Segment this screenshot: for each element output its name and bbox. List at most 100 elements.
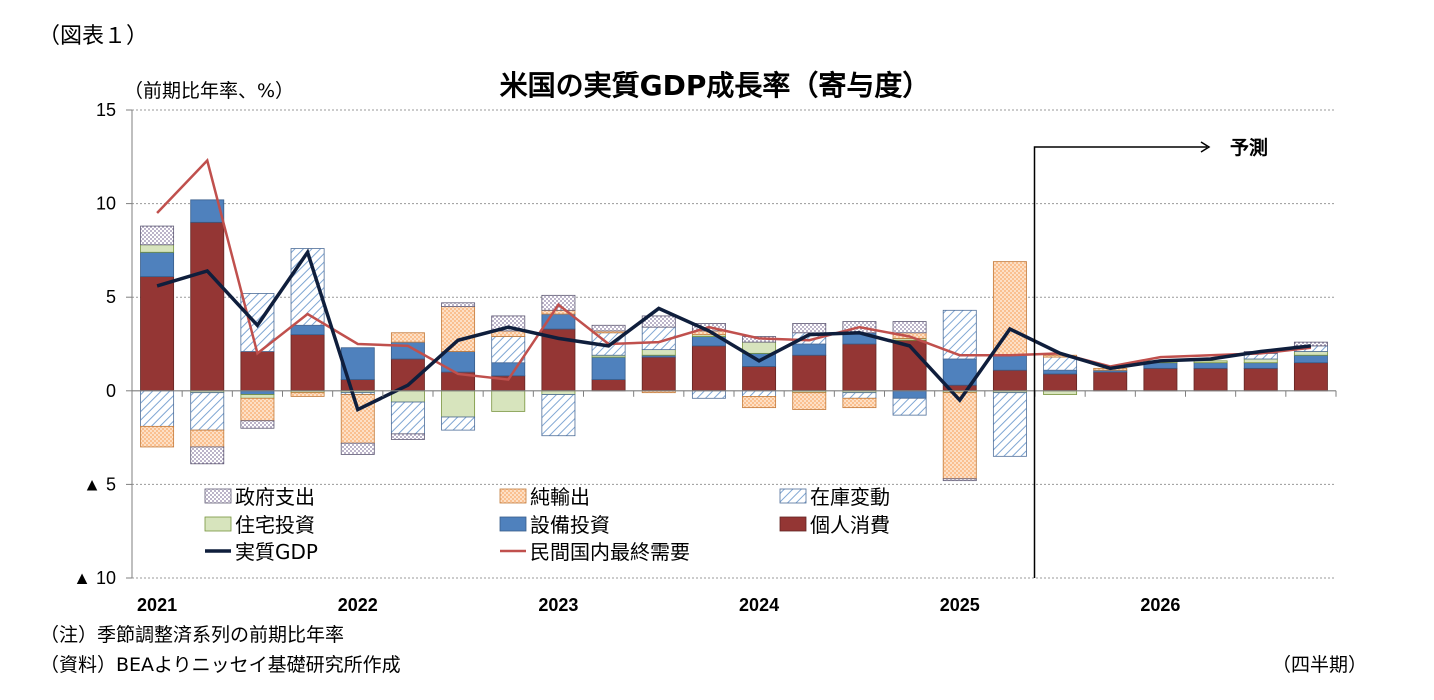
y-axis-unit-label: （前期比年率、%） bbox=[124, 80, 295, 102]
x-tick-label: 2021 bbox=[137, 595, 177, 615]
bar-segment bbox=[992, 354, 1027, 371]
y-tick-label: 15 bbox=[96, 100, 116, 120]
bar-segment bbox=[591, 356, 626, 380]
bar-segment bbox=[892, 397, 927, 416]
legend-label: 住宅投資 bbox=[235, 513, 315, 537]
bar-segment bbox=[541, 294, 576, 311]
y-tick-label: 10 bbox=[96, 194, 116, 214]
legend-item: 住宅投資 bbox=[204, 513, 315, 537]
legend-item: 実質GDP bbox=[205, 540, 318, 564]
bar-segment bbox=[892, 390, 927, 399]
bar-segment bbox=[792, 323, 827, 334]
legend-swatch bbox=[204, 488, 232, 504]
bar-stack bbox=[541, 294, 576, 437]
bar-segment bbox=[190, 446, 225, 465]
x-tick-label: 2024 bbox=[739, 595, 779, 615]
bar-segment bbox=[390, 401, 425, 435]
chart-title-text: 米国の実質GDP成長率（寄与度） bbox=[499, 69, 931, 102]
bar-segment bbox=[240, 351, 275, 392]
legend-item: 個人消費 bbox=[779, 513, 890, 537]
bar-stack bbox=[1243, 351, 1278, 392]
bar-stack bbox=[942, 309, 977, 482]
bar-segment bbox=[491, 336, 526, 364]
x-tick-label: 2026 bbox=[1140, 595, 1180, 615]
legend-item: 設備投資 bbox=[499, 513, 610, 537]
bar-segment bbox=[792, 354, 827, 392]
legend-label: 実質GDP bbox=[235, 540, 318, 564]
bar-segment bbox=[1193, 360, 1228, 364]
bar-segment bbox=[1093, 371, 1128, 392]
bar-segment bbox=[441, 390, 476, 418]
legend-item: 民間国内最終需要 bbox=[500, 540, 690, 564]
y-tick-label: ▲ 5 bbox=[83, 474, 116, 494]
x-tick-label: 2025 bbox=[940, 595, 980, 615]
bar-segment bbox=[140, 276, 175, 392]
bar-segment bbox=[140, 251, 175, 278]
bar-segment bbox=[1243, 367, 1278, 392]
bar-segment bbox=[340, 394, 375, 444]
bar-stack bbox=[1193, 360, 1228, 392]
bar-stack bbox=[742, 336, 777, 409]
bar-stack bbox=[441, 302, 476, 431]
bar-segment bbox=[1293, 354, 1328, 364]
forecast-arrow-icon bbox=[1200, 141, 1211, 153]
legend-label: 純輸出 bbox=[530, 485, 590, 509]
bar-segment bbox=[842, 343, 877, 392]
bar-segment bbox=[190, 199, 225, 223]
line-series bbox=[156, 158, 1312, 412]
bar-segment bbox=[1243, 358, 1278, 364]
bar-segment bbox=[1293, 351, 1328, 356]
legend-item: 純輸出 bbox=[499, 485, 590, 509]
x-tick-label: 2022 bbox=[338, 595, 378, 615]
bar-stacks bbox=[140, 199, 1328, 482]
bar-segment bbox=[1043, 373, 1078, 392]
bar-segment bbox=[390, 332, 425, 343]
y-tick-label: ▲ 10 bbox=[73, 568, 116, 588]
bar-stack bbox=[1093, 367, 1128, 392]
bar-segment bbox=[691, 390, 726, 399]
bar-segment bbox=[942, 392, 977, 480]
y-tick-label: 5 bbox=[106, 287, 116, 307]
bar-segment bbox=[842, 397, 877, 409]
bar-segment bbox=[992, 261, 1027, 356]
bar-segment bbox=[641, 356, 676, 392]
bar-segment bbox=[1193, 367, 1228, 392]
bar-segment bbox=[1043, 356, 1078, 371]
bar-segment bbox=[691, 345, 726, 392]
forecast-divider bbox=[1033, 146, 1207, 578]
bar-segment bbox=[190, 221, 225, 392]
bar-segment bbox=[641, 349, 676, 356]
bar-segment bbox=[240, 397, 275, 422]
forecast-marker: 予測 bbox=[1033, 136, 1268, 578]
bar-segment bbox=[1193, 362, 1228, 369]
bar-segment bbox=[240, 420, 275, 429]
bar-segment bbox=[1143, 367, 1178, 392]
y-tick-label: 0 bbox=[106, 381, 116, 401]
legend-label: 民間国内最終需要 bbox=[530, 540, 690, 564]
legend-label: 設備投資 bbox=[530, 513, 610, 537]
bar-stack bbox=[140, 225, 175, 448]
bar-segment bbox=[1293, 362, 1328, 392]
bar-segment bbox=[290, 334, 325, 392]
bar-segment bbox=[491, 362, 526, 377]
legend-swatch bbox=[499, 516, 527, 532]
bar-segment bbox=[390, 433, 425, 440]
bar-stack bbox=[591, 324, 626, 392]
bar-stack bbox=[792, 323, 827, 410]
bar-segment bbox=[591, 379, 626, 392]
bar-stack bbox=[892, 321, 927, 416]
line-private-domestic-final-demand bbox=[156, 158, 1312, 381]
bar-segment bbox=[1243, 362, 1278, 369]
bar-segment bbox=[942, 478, 977, 482]
bar-segment bbox=[290, 324, 325, 336]
legend-item: 政府支出 bbox=[204, 485, 315, 509]
bar-segment bbox=[1043, 354, 1078, 358]
x-axis-unit-label: （四半期） bbox=[1272, 654, 1368, 676]
bar-segment bbox=[541, 394, 576, 437]
bar-stack bbox=[992, 261, 1027, 457]
bar-segment bbox=[892, 321, 927, 334]
bar-segment bbox=[992, 369, 1027, 392]
line-real-gdp bbox=[156, 248, 1312, 412]
legend-label: 在庫変動 bbox=[810, 485, 890, 509]
